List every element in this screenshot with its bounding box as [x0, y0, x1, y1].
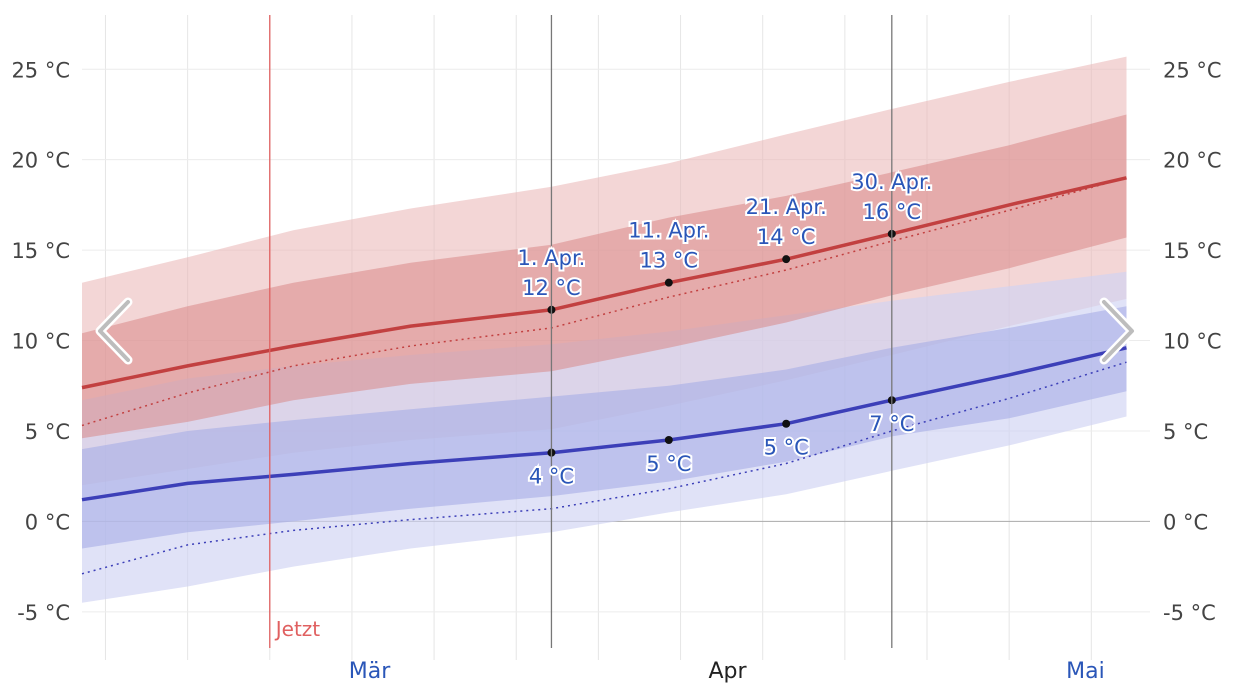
high-mean-line [81, 176, 1127, 390]
low-point-marker [664, 436, 673, 445]
chevron-left-icon-stroke [98, 300, 130, 362]
y-tick-label-right: 5 °C [1163, 420, 1208, 444]
low-point-marker [782, 419, 791, 428]
high-date-label: 1. Apr. [518, 246, 586, 270]
y-tick-label-left: 25 °C [11, 58, 70, 82]
now-label: Jetzt [274, 617, 321, 641]
high-point-marker [664, 278, 673, 287]
low-mean-line [81, 346, 1127, 502]
month-label: Mär [349, 659, 391, 684]
high-point-marker [782, 255, 791, 264]
y-tick-label-left: 0 °C [25, 510, 70, 534]
high-date-label: 21. Apr. [746, 195, 827, 219]
high-dotted-line [81, 177, 1127, 427]
month-label: Apr [708, 659, 747, 684]
high-value-label: 12 °C [522, 276, 581, 300]
y-tick-label-right: 20 °C [1163, 149, 1222, 173]
low-value-label: 5 °C [764, 436, 809, 460]
high-value-label: 16 °C [863, 200, 922, 224]
y-tick-label-right: 10 °C [1163, 330, 1222, 354]
y-tick-label-right: 15 °C [1163, 239, 1222, 263]
chevron-left-icon [95, 297, 133, 365]
y-tick-label-left: 20 °C [11, 149, 70, 173]
chevron-right-icon-stroke [1102, 300, 1134, 362]
low-band-inner [82, 306, 1127, 549]
high-value-label: 14 °C [757, 225, 816, 249]
axis-layer: -5 °C -5 °C 0 °C 0 °C 5 °C 5 °C 10 °C 10 °C 15 °… [11, 15, 1222, 684]
high-date-label: 30. Apr. [851, 170, 932, 194]
line-layer [81, 176, 1127, 575]
y-tick-label-left: 10 °C [11, 330, 70, 354]
y-tick-label-left: -5 °C [17, 601, 70, 625]
low-value-label: 7 °C [869, 412, 914, 436]
y-tick-label-left: 5 °C [25, 420, 70, 444]
chevron-right-icon [1099, 297, 1137, 365]
low-value-label: 4 °C [529, 465, 574, 489]
high-value-label: 13 °C [640, 249, 699, 273]
nav-next-button[interactable] [1098, 296, 1138, 366]
nav-prev-button[interactable] [94, 296, 134, 366]
annotation-layer: 1. Apr. 12 °C 11. Apr. 13 °C 21. Apr. 14 °C 30… [516, 168, 935, 491]
high-date-label: 11. Apr. [628, 219, 709, 243]
y-tick-label-left: 15 °C [11, 239, 70, 263]
low-value-label: 5 °C [646, 452, 691, 476]
y-tick-label-right: 0 °C [1163, 510, 1208, 534]
month-label: Mai [1066, 659, 1105, 684]
y-tick-label-right: -5 °C [1163, 601, 1216, 625]
low-dotted-line [81, 361, 1127, 575]
y-tick-label-right: 25 °C [1163, 58, 1222, 82]
band-layer [82, 56, 1127, 603]
